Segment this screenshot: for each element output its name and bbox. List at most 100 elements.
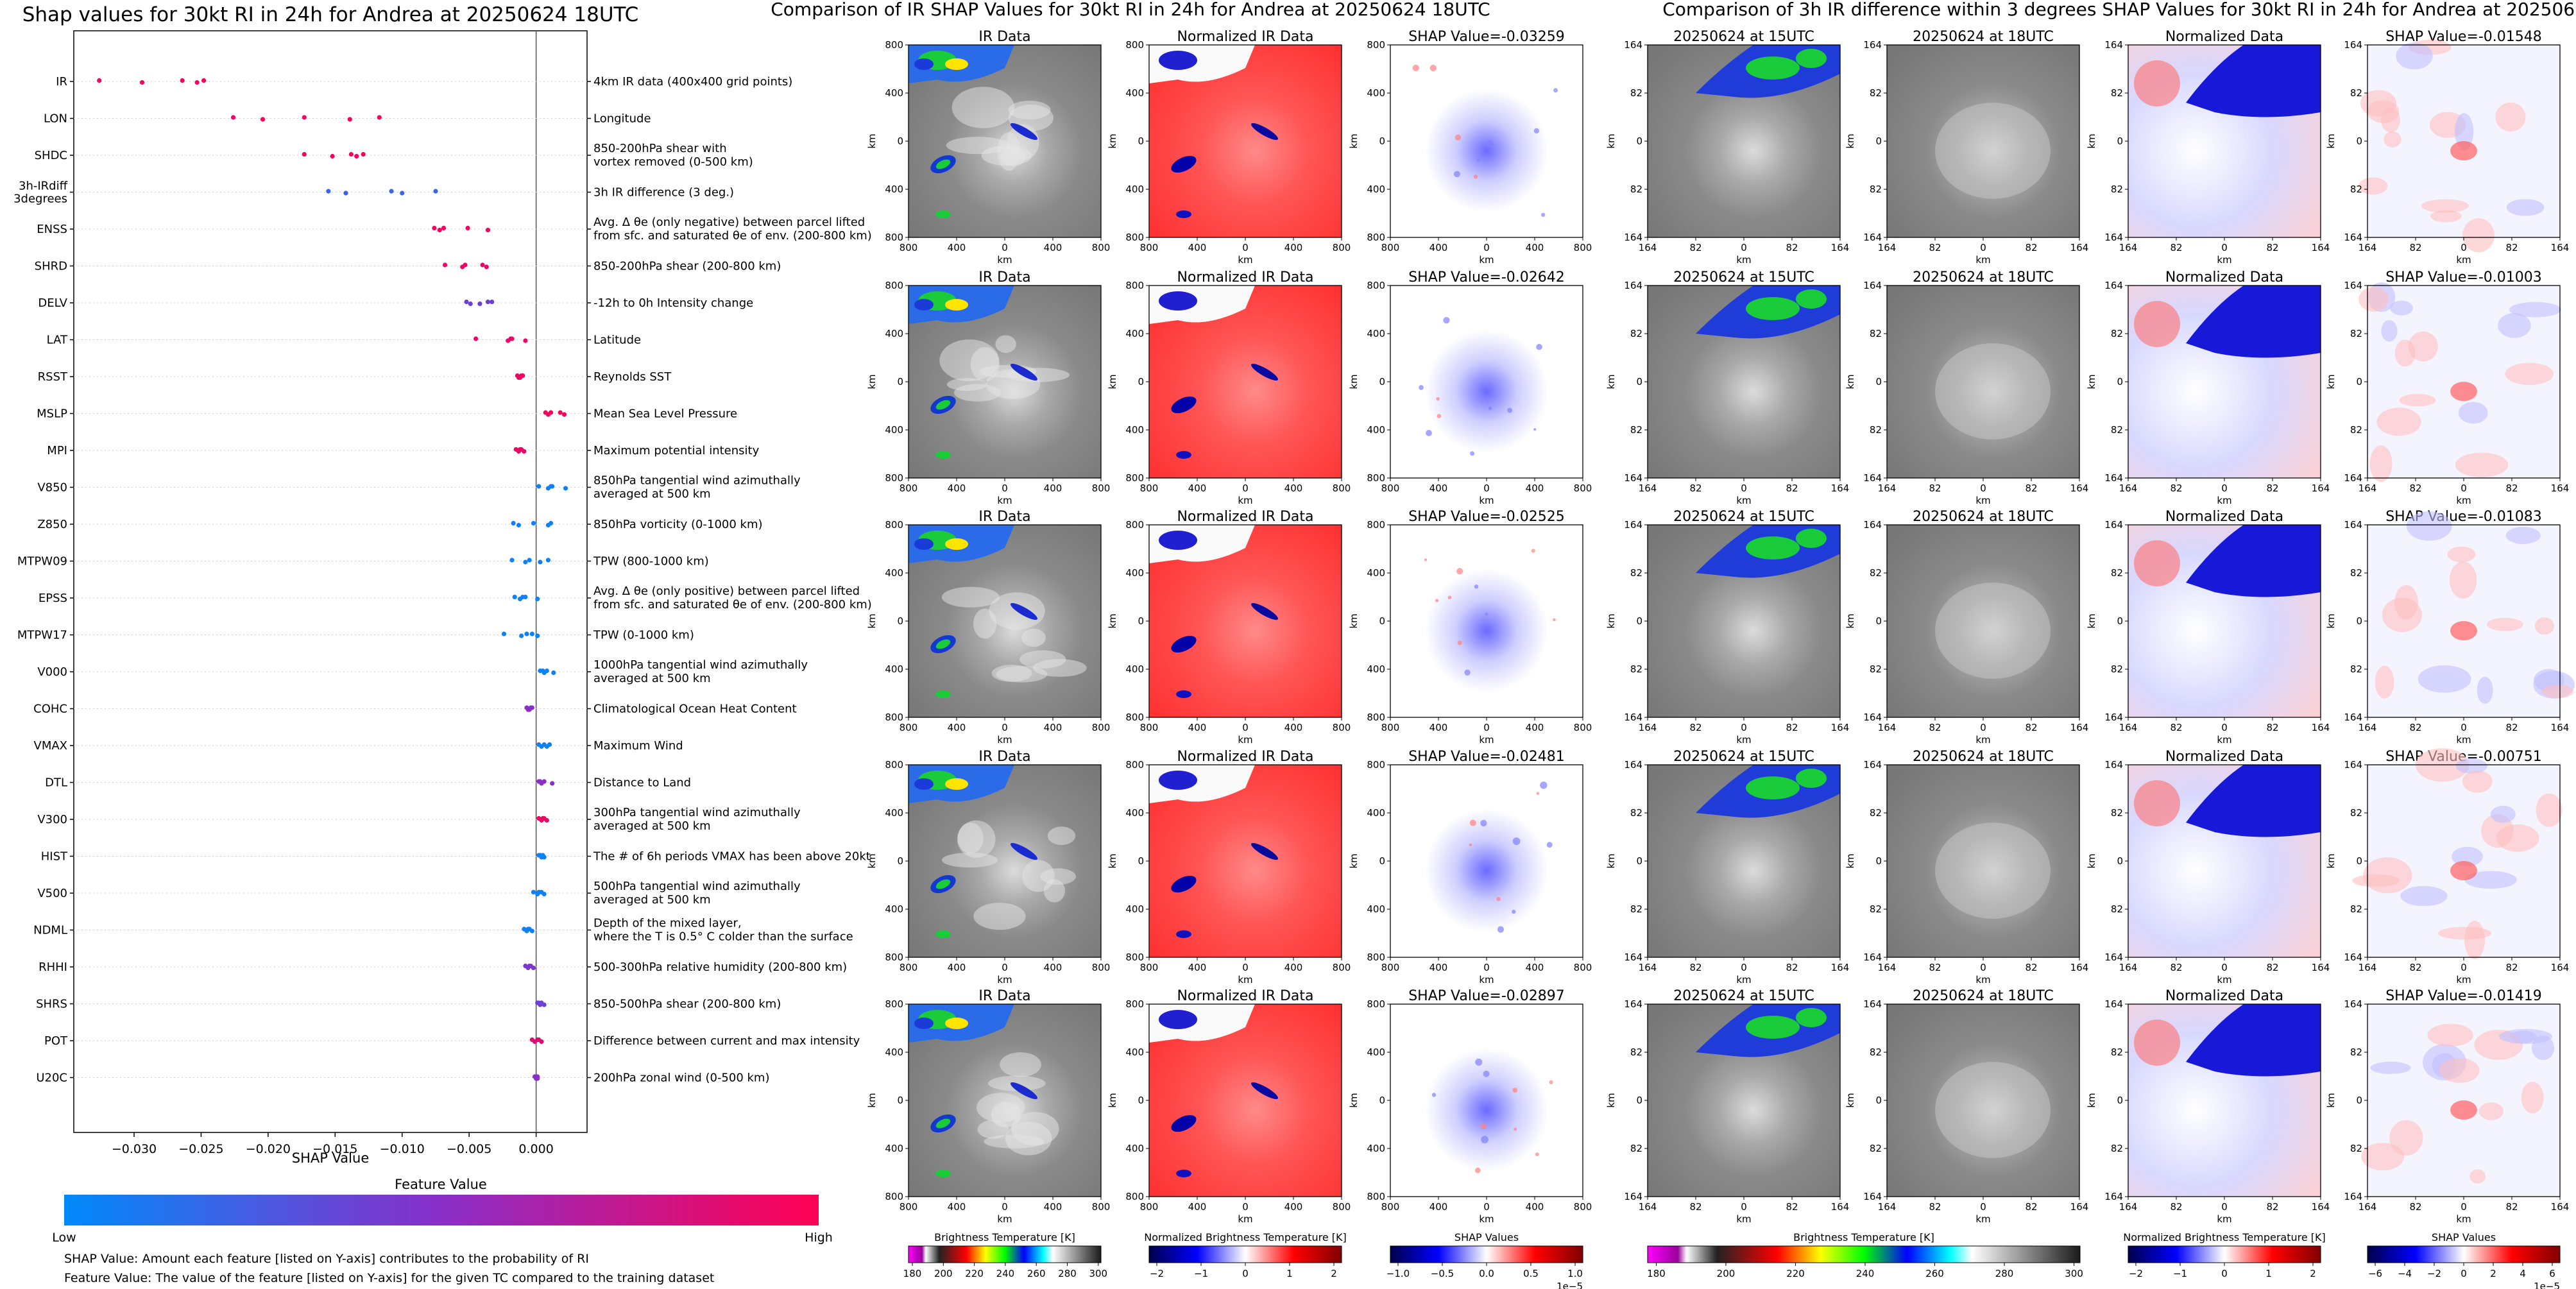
shap-point bbox=[230, 115, 236, 120]
panel-y-tick-label: 800 bbox=[1125, 1191, 1144, 1202]
panel-x-tick-label: 164 bbox=[1878, 722, 1897, 733]
shap-point bbox=[463, 262, 468, 268]
panel-title: SHAP Value=-0.02642 bbox=[1408, 269, 1565, 286]
shap-blob bbox=[1425, 1048, 1548, 1172]
panel-y-tick-label: 400 bbox=[1367, 807, 1385, 819]
shap-point bbox=[302, 115, 307, 120]
panel-y-tick-label: 82 bbox=[1630, 567, 1642, 579]
cloud-band bbox=[1011, 1112, 1059, 1146]
diff-norm-cold bbox=[2186, 525, 2321, 597]
panel-x-axis-label: km bbox=[1238, 974, 1252, 986]
diff-shap-center bbox=[2450, 621, 2477, 640]
panel-x-tick-label: 82 bbox=[2170, 1201, 2182, 1213]
norm-cold-core bbox=[1159, 51, 1197, 70]
feature-description: Reynolds SST bbox=[593, 370, 672, 384]
panel-y-tick-label: 82 bbox=[1870, 663, 1882, 675]
summary-title: Shap values for 30kt RI in 24h for Andre… bbox=[22, 3, 639, 26]
panel-y-tick-label: 82 bbox=[1870, 424, 1882, 436]
x-tick-label: −0.030 bbox=[112, 1142, 157, 1156]
panel-x-tick-label: 82 bbox=[1689, 962, 1702, 973]
panel-x-tick-label: 800 bbox=[1140, 962, 1159, 973]
panel-x-tick-label: 800 bbox=[900, 722, 918, 733]
cold-cloud-core bbox=[914, 538, 934, 550]
shap-speck bbox=[1512, 837, 1521, 846]
shap-point bbox=[538, 559, 543, 565]
cloud-band bbox=[981, 145, 1032, 166]
panel-x-tick-label: 82 bbox=[1689, 1201, 1702, 1213]
shap-point bbox=[468, 301, 473, 307]
panel-x-axis-label: km bbox=[997, 734, 1012, 746]
panel-y-tick-label: 82 bbox=[1870, 328, 1882, 339]
panel-title: SHAP Value=-0.02481 bbox=[1408, 749, 1565, 765]
shap-point bbox=[512, 594, 517, 600]
panel-y-tick-label: 0 bbox=[1875, 855, 1882, 867]
panel-y-tick-label: 800 bbox=[1125, 472, 1144, 484]
diff-cloud bbox=[1935, 823, 2051, 919]
panel-x-tick-label: 82 bbox=[2266, 1201, 2278, 1213]
panel-y-tick-label: 164 bbox=[2104, 519, 2123, 531]
panel-y-tick-label: 800 bbox=[885, 472, 903, 484]
panel-x-tick-label: 0 bbox=[1002, 482, 1008, 494]
diff-shap-patch bbox=[2458, 402, 2488, 424]
norm-cold-spot bbox=[1176, 210, 1191, 218]
panel-x-axis-label: km bbox=[1238, 1213, 1252, 1225]
diff-shap-patch bbox=[2418, 665, 2471, 693]
panel-title: IR Data bbox=[978, 988, 1030, 1004]
diff-shap-patch bbox=[2534, 617, 2554, 635]
panel-y-tick-label: 0 bbox=[1379, 135, 1385, 147]
colorbar-label: Brightness Temperature [K] bbox=[1793, 1231, 1934, 1243]
diff-shap-patch bbox=[2464, 921, 2486, 959]
panel-y-axis-label: km bbox=[1107, 374, 1118, 389]
colorbar-tick-label: 180 bbox=[1647, 1268, 1666, 1279]
shap-point bbox=[437, 227, 442, 233]
panel-y-tick-label: 164 bbox=[1624, 712, 1642, 723]
panel-x-axis-label: km bbox=[2456, 495, 2471, 506]
diff-norm-warm bbox=[2134, 780, 2180, 826]
panel-y-tick-label: 0 bbox=[1138, 1095, 1144, 1106]
diff-norm-cold bbox=[2186, 286, 2321, 358]
panel-x-tick-label: 82 bbox=[2266, 242, 2278, 253]
feature-description: 850-200hPa shear with bbox=[593, 142, 727, 155]
cloud-band bbox=[977, 1120, 1009, 1139]
panel-y-tick-label: 400 bbox=[1125, 1046, 1144, 1058]
colorbar-tick-label: 180 bbox=[903, 1268, 922, 1279]
panel-y-tick-label: 82 bbox=[2350, 903, 2362, 915]
feature-name: V500 bbox=[37, 887, 67, 900]
panel-x-axis-label: km bbox=[2217, 974, 2231, 986]
panel-y-tick-label: 400 bbox=[1367, 328, 1385, 339]
cloud-band bbox=[1021, 628, 1046, 647]
shap-speck bbox=[1419, 385, 1424, 390]
panel-y-tick-label: 400 bbox=[1125, 328, 1144, 339]
shap-speck bbox=[1485, 612, 1488, 616]
norm-cold-spot bbox=[1171, 1114, 1197, 1132]
diff-shap-patch bbox=[2421, 199, 2469, 213]
panel-x-tick-label: 82 bbox=[2409, 242, 2421, 253]
panel-y-tick-label: 800 bbox=[885, 998, 903, 1010]
shap-point bbox=[531, 520, 536, 526]
shap-speck bbox=[1540, 781, 1548, 789]
panel-title: 20250624 at 18UTC bbox=[1913, 269, 2054, 286]
shap-speck bbox=[1488, 406, 1492, 411]
panel-y-tick-label: 0 bbox=[2117, 1095, 2123, 1106]
panel-y-tick-label: 164 bbox=[2344, 1191, 2362, 1202]
shap-point bbox=[522, 448, 527, 454]
shap-point bbox=[534, 1074, 539, 1079]
panel-y-tick-label: 800 bbox=[1125, 232, 1144, 243]
colorbar-exponent: 1e−5 bbox=[2534, 1281, 2560, 1289]
shap-point bbox=[549, 410, 554, 415]
shap-point bbox=[538, 853, 543, 858]
panel-x-tick-label: 0 bbox=[2221, 1201, 2228, 1213]
panel-x-tick-label: 164 bbox=[1639, 1201, 1657, 1213]
panel-title: Normalized Data bbox=[2165, 509, 2283, 525]
panel-x-tick-label: 400 bbox=[1284, 962, 1303, 973]
panel-y-axis-label: km bbox=[866, 853, 878, 868]
panel-x-tick-label: 82 bbox=[2409, 962, 2421, 973]
diff-cold-core bbox=[1746, 1016, 1800, 1039]
diff-shap-patch bbox=[2394, 339, 2416, 367]
panel-x-tick-label: 800 bbox=[900, 482, 918, 494]
panel-y-tick-label: 164 bbox=[1624, 519, 1642, 531]
panel-y-tick-label: 400 bbox=[1125, 87, 1144, 99]
feature-description: where the T is 0.5° C colder than the su… bbox=[593, 930, 853, 944]
panel-y-tick-label: 82 bbox=[2350, 424, 2362, 436]
panel-y-tick-label: 164 bbox=[1624, 280, 1642, 291]
